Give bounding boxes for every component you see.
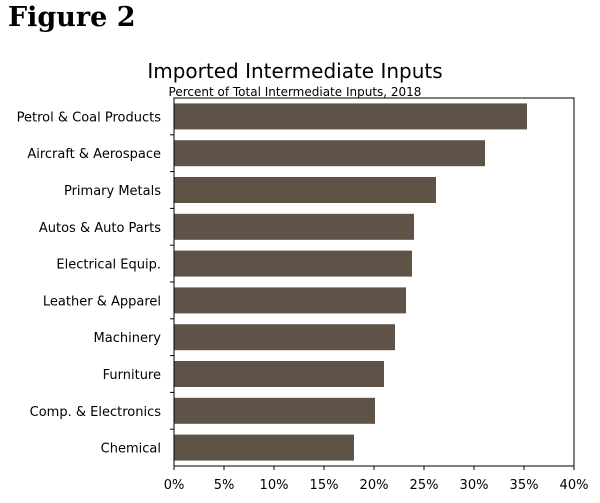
- category-label: Primary Metals: [64, 184, 161, 199]
- category-label: Leather & Apparel: [43, 294, 161, 309]
- bar: [174, 213, 414, 240]
- category-label: Comp. & Electronics: [30, 405, 162, 420]
- bar: [174, 177, 436, 203]
- category-label: Electrical Equip.: [56, 258, 161, 273]
- category-label: Petrol & Coal Products: [17, 110, 162, 125]
- bars-group: [174, 103, 527, 461]
- category-labels-group: Petrol & Coal Products Aircraft & Aerospa…: [17, 110, 162, 456]
- bar: [174, 287, 406, 314]
- category-label: Chemical: [101, 442, 161, 457]
- x-tick-label: 20%: [360, 478, 389, 493]
- bar: [174, 361, 384, 387]
- x-tick-label: 25%: [410, 478, 439, 493]
- category-label: Furniture: [103, 368, 161, 383]
- x-ticks-group: 0% 5% 10% 15% 20% 25% 30% 35% 40%: [164, 466, 589, 493]
- x-tick-label: 15%: [310, 478, 339, 493]
- bar: [174, 103, 527, 130]
- bar: [174, 434, 354, 461]
- bar: [174, 324, 395, 351]
- chart-title: Imported Intermediate Inputs: [147, 59, 442, 83]
- x-tick-label: 35%: [510, 478, 539, 493]
- x-tick-label: 40%: [560, 478, 589, 493]
- x-tick-label: 10%: [260, 478, 289, 493]
- x-tick-label: 0%: [164, 478, 185, 493]
- bar: [174, 140, 485, 167]
- category-label: Autos & Auto Parts: [39, 221, 161, 236]
- x-tick-label: 30%: [460, 478, 489, 493]
- category-label: Machinery: [94, 331, 162, 346]
- chart-subtitle: Percent of Total Intermediate Inputs, 20…: [169, 85, 422, 99]
- bar: [174, 250, 412, 277]
- figure-label: Figure 2: [8, 2, 136, 33]
- category-label: Aircraft & Aerospace: [27, 147, 161, 162]
- bar: [174, 397, 375, 424]
- x-tick-label: 5%: [214, 478, 235, 493]
